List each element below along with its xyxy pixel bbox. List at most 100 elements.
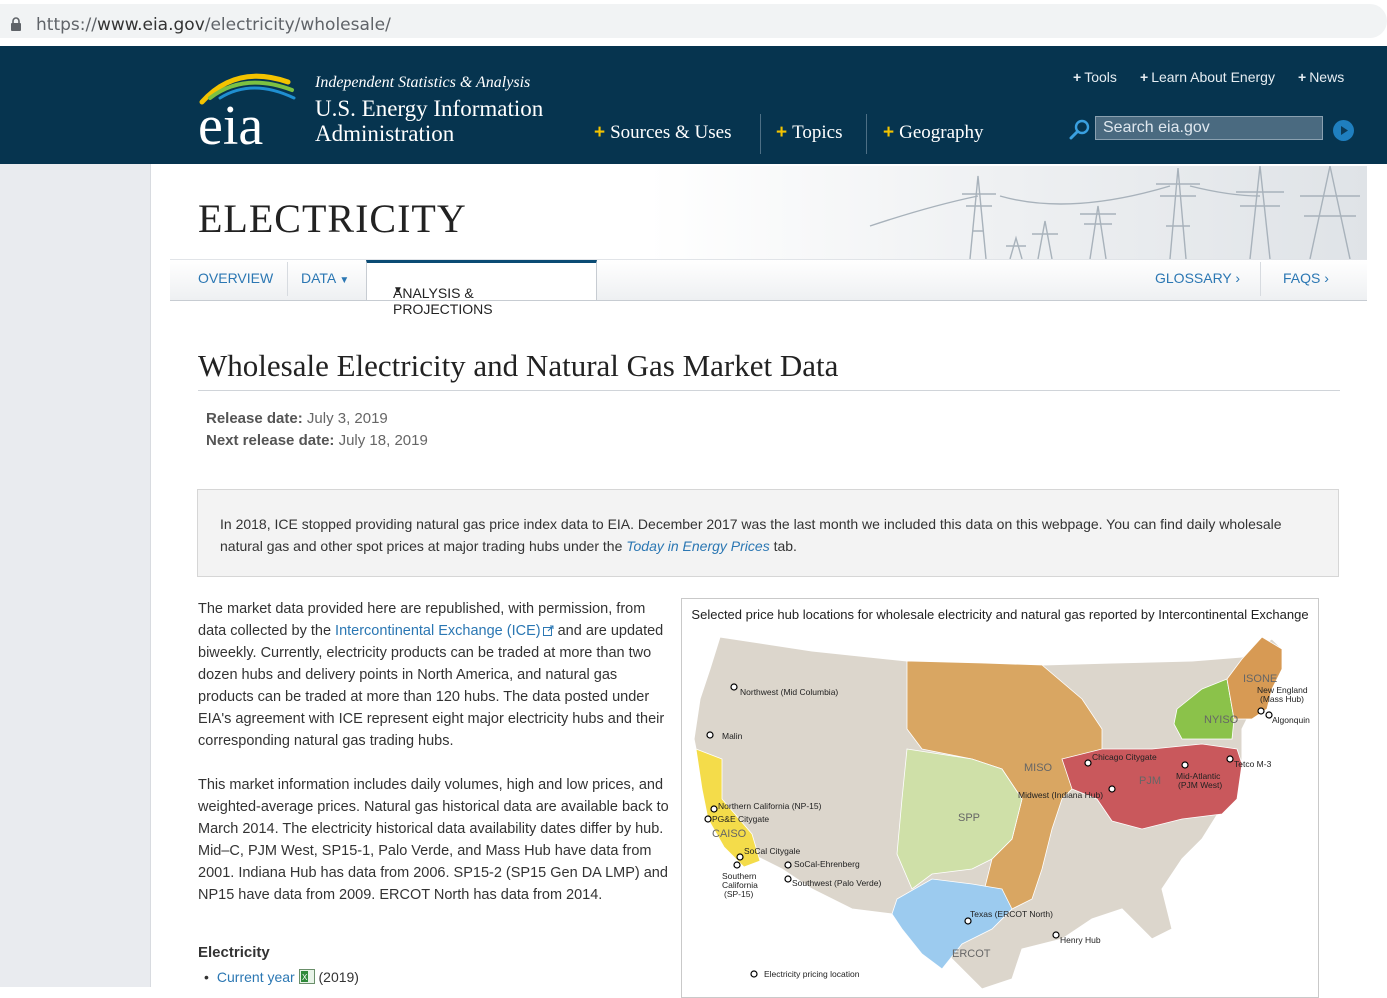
hub-label: (SP-15) <box>724 889 753 899</box>
intro-paragraph: The market data provided here are republ… <box>198 601 665 749</box>
hub-label: (Mass Hub) <box>1260 694 1304 704</box>
learn-about-energy-link[interactable]: + Learn About Energy <box>1140 69 1275 85</box>
region-label: ISONE <box>1243 673 1277 685</box>
hub-marker <box>1226 755 1234 763</box>
hub-marker <box>704 815 712 823</box>
hub-label: Tetco M-3 <box>1234 759 1272 769</box>
tab-overview[interactable]: OVERVIEW <box>198 270 274 286</box>
search-icon[interactable] <box>1069 118 1091 140</box>
hub-marker <box>1084 759 1092 767</box>
notice-text: In 2018, ICE stopped providing natural g… <box>220 516 1282 554</box>
caret-down-icon: ▼ <box>339 275 350 286</box>
hub-label: SoCal Citygale <box>744 846 800 856</box>
legend-marker <box>750 970 758 978</box>
nyiso-region <box>1173 678 1235 740</box>
electricity-heading: Electricity <box>198 944 270 961</box>
hub-marker <box>784 861 792 869</box>
browser-address-bar[interactable]: https://www.eia.gov/electricity/wholesal… <box>0 0 1387 44</box>
hub-marker <box>1052 931 1060 939</box>
map-caption: Selected price hub locations for wholesa… <box>691 607 1309 622</box>
hub-marker <box>1257 707 1265 715</box>
release-date: Release date: July 3, 2019 <box>206 410 388 427</box>
hub-marker <box>706 731 714 739</box>
nav-geography[interactable]: + Geography <box>883 122 984 143</box>
nav-sources-uses[interactable]: + Sources & Uses <box>594 122 732 143</box>
hub-label: Algonquin <box>1272 715 1310 725</box>
divider <box>198 390 1340 391</box>
nav-topics[interactable]: + Topics <box>776 122 843 143</box>
lock-icon <box>11 17 21 31</box>
nav-divider <box>760 114 761 154</box>
hub-marker <box>710 805 718 813</box>
site-header <box>0 46 1387 164</box>
hub-markers <box>704 683 1273 978</box>
address-field[interactable]: https://www.eia.gov/electricity/wholesal… <box>0 4 1387 38</box>
list-item: • Current year X (2019) <box>204 969 359 985</box>
hub-label: New England <box>1257 685 1308 695</box>
legend-label: Electricity pricing location <box>764 969 860 979</box>
ice-link[interactable]: Intercontinental Exchange (ICE) <box>335 623 554 639</box>
hub-label: Henry Hub <box>1060 935 1101 945</box>
tools-link[interactable]: + Tools <box>1073 69 1117 85</box>
hub-label: Southern <box>722 871 757 881</box>
spp-region <box>896 748 1023 890</box>
region-label: SPP <box>958 812 980 824</box>
glossary-link[interactable]: GLOSSARY › <box>1155 270 1241 286</box>
logo-text: eia <box>198 95 263 148</box>
url-text: https://www.eia.gov/electricity/wholesal… <box>36 15 391 35</box>
hub-marker <box>730 683 738 691</box>
section-banner <box>170 165 1367 260</box>
hub-label: Texas (ERCOT North) <box>970 909 1053 919</box>
market-info-paragraph: This market information includes daily v… <box>198 777 669 903</box>
external-link-icon <box>542 625 554 636</box>
tab-divider <box>1260 262 1261 296</box>
next-release-date: Next release date: July 18, 2019 <box>206 432 428 449</box>
caret-down-icon: ▼ <box>393 285 403 296</box>
excel-file-icon[interactable]: X <box>298 969 315 984</box>
hub-label: SoCal-Ehrenberg <box>794 859 860 869</box>
pjm-region <box>1061 743 1243 830</box>
search-input[interactable]: Search eia.gov <box>1095 116 1323 140</box>
notice-box: In 2018, ICE stopped providing natural g… <box>197 489 1339 577</box>
region-label: ERCOT <box>952 948 991 960</box>
region-label: MISO <box>1024 762 1053 774</box>
page-title: Wholesale Electricity and Natural Gas Ma… <box>198 348 839 383</box>
hub-marker <box>784 875 792 883</box>
hub-label: Southwest (Palo Verde) <box>792 878 881 888</box>
region-label: CAISO <box>712 828 747 840</box>
current-year-link[interactable]: Current year <box>216 969 295 985</box>
play-arrow-icon <box>1341 126 1348 135</box>
hub-label: California <box>722 880 758 890</box>
hub-label: Midwest (Indiana Hub) <box>1018 790 1103 800</box>
today-in-energy-prices-link[interactable]: Today in Energy Prices <box>626 538 770 554</box>
eia-logo[interactable]: eia <box>196 68 302 148</box>
hub-marker <box>1265 711 1273 719</box>
agency-name-line2: Administration <box>315 121 455 146</box>
hub-label: Malin <box>722 731 743 741</box>
tagline: Independent Statistics & Analysis <box>315 74 531 91</box>
news-link[interactable]: + News <box>1298 69 1345 85</box>
svg-text:X: X <box>302 973 308 982</box>
power-towers-illustration <box>869 165 1360 260</box>
isone-region <box>1226 636 1283 720</box>
hub-label: (PJM West) <box>1178 780 1222 790</box>
hub-marker <box>733 861 741 869</box>
search-submit-button[interactable] <box>1333 120 1354 141</box>
tab-analysis-projections[interactable]: ANALYSIS & PROJECTIONS ▼ <box>366 260 597 317</box>
left-gutter <box>0 164 151 987</box>
faqs-link[interactable]: FAQS › <box>1283 270 1329 286</box>
agency-name-line1: U.S. Energy Information <box>315 96 544 121</box>
section-title: ELECTRICITY <box>198 196 467 241</box>
region-label: NYISO <box>1204 714 1239 726</box>
hub-marker <box>736 853 744 861</box>
ercot-region <box>891 878 1013 970</box>
hub-label: Chicago Citygate <box>1092 752 1157 762</box>
us-map: CAISO SPP MISO ERCOT PJM NYISO ISONE Nor… <box>693 636 1310 990</box>
hub-marker <box>1108 785 1116 793</box>
tab-data[interactable]: DATA ▼ <box>301 270 350 286</box>
hub-label: Mid-Atlantic <box>1176 771 1221 781</box>
hub-map-figure: Selected price hub locations for wholesa… <box>681 598 1319 998</box>
hub-label: PG&E Citygate <box>712 814 769 824</box>
hub-label: Northern California (NP-15) <box>718 801 822 811</box>
hub-label: Northwest (Mid Columbia) <box>740 687 838 697</box>
